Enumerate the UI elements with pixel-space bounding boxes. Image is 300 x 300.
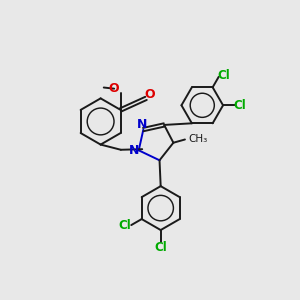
Text: Cl: Cl — [119, 219, 131, 232]
Text: CH₃: CH₃ — [189, 134, 208, 144]
Text: Cl: Cl — [234, 99, 247, 112]
Text: N: N — [128, 144, 139, 157]
Text: Cl: Cl — [155, 241, 167, 254]
Text: Cl: Cl — [218, 68, 230, 82]
Text: O: O — [109, 82, 119, 95]
Text: O: O — [144, 88, 155, 101]
Text: N: N — [137, 118, 147, 131]
